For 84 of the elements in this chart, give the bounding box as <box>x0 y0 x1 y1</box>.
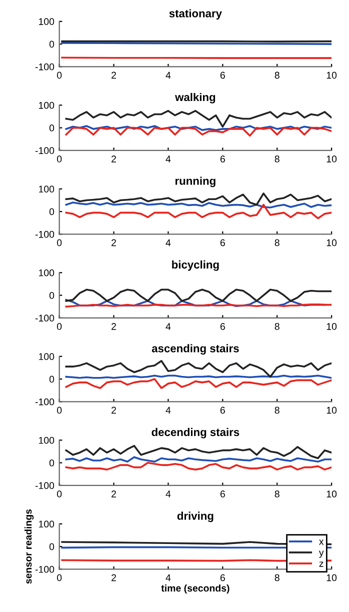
x-tick-label: 0 <box>57 323 62 330</box>
x-tick-label: 4 <box>166 72 171 79</box>
chart-title: stationary <box>169 9 222 20</box>
line-series <box>65 378 332 389</box>
chart-title: ascending stairs <box>152 344 239 355</box>
y-tick-label: 0 <box>49 543 54 550</box>
x-tick-label: 6 <box>220 239 225 246</box>
x-tick-label: 10 <box>326 574 337 582</box>
chart-title: running <box>176 176 216 188</box>
y-tick-label: 0 <box>49 124 54 132</box>
line-series <box>65 288 332 302</box>
x-tick-label: 10 <box>326 72 337 79</box>
x-tick-label: 6 <box>220 490 225 498</box>
y-tick-label: -100 <box>35 566 54 573</box>
y-tick-label: -100 <box>35 398 54 406</box>
chart-title: decending stairs <box>152 428 240 438</box>
line-series <box>65 204 332 220</box>
y-tick-label: 100 <box>38 269 54 276</box>
x-tick-label: 4 <box>166 406 171 414</box>
chart-title: driving <box>177 512 214 522</box>
y-tick-label: 100 <box>38 102 54 109</box>
x-tick-label: 6 <box>220 406 225 414</box>
y-tick-label: 0 <box>49 376 54 383</box>
line-series <box>65 110 332 128</box>
y-tick-label: -100 <box>35 230 54 238</box>
y-tick-label: 100 <box>38 353 54 360</box>
y-tick-label: -100 <box>35 147 54 154</box>
x-tick-label: 0 <box>57 574 62 582</box>
y-tick-label: 0 <box>49 208 54 216</box>
y-tick-label: 100 <box>38 520 54 528</box>
legend-label: y <box>318 550 324 558</box>
chart-title: walking <box>175 92 216 104</box>
x-tick-label: 2 <box>112 490 116 498</box>
y-tick-label: -100 <box>35 482 54 490</box>
x-axis-title: time (seconds) <box>161 584 230 594</box>
line-series <box>65 360 332 378</box>
x-tick-label: 0 <box>57 406 62 414</box>
x-tick-label: 8 <box>274 406 280 414</box>
y-tick-label: -100 <box>35 314 54 322</box>
x-tick-label: 6 <box>220 323 225 330</box>
x-tick-label: 8 <box>274 323 280 330</box>
x-tick-label: 2 <box>112 239 116 246</box>
y-tick-label: 0 <box>49 40 54 48</box>
x-tick-label: 8 <box>274 72 280 79</box>
x-tick-label: 0 <box>57 239 62 246</box>
x-tick-label: 4 <box>166 490 171 498</box>
x-tick-label: 8 <box>274 156 280 162</box>
line-series <box>65 444 332 460</box>
x-tick-label: 6 <box>220 72 225 79</box>
line-series <box>65 126 332 137</box>
x-tick-label: 2 <box>112 156 116 162</box>
legend-label: z <box>319 562 324 567</box>
x-tick-label: 2 <box>112 72 116 79</box>
y-tick-label: 100 <box>38 186 54 193</box>
x-tick-label: 8 <box>274 490 280 498</box>
x-tick-label: 0 <box>57 156 62 162</box>
x-tick-label: 2 <box>112 323 116 330</box>
x-tick-label: 4 <box>166 574 171 582</box>
x-tick-label: 6 <box>220 156 225 162</box>
x-tick-label: 4 <box>166 156 171 162</box>
x-tick-label: 2 <box>112 406 116 414</box>
x-tick-label: 10 <box>326 239 337 246</box>
y-tick-label: 100 <box>38 436 54 444</box>
y-tick-label: -100 <box>35 63 54 70</box>
y-tick-label: 100 <box>38 18 54 26</box>
x-tick-label: 10 <box>326 490 337 498</box>
x-tick-label: 2 <box>112 574 116 582</box>
line-series <box>65 192 332 206</box>
x-tick-label: 10 <box>326 156 337 162</box>
y-axis-title: sensor readings <box>24 509 34 584</box>
legend-label: x <box>319 540 324 545</box>
x-tick-label: 10 <box>326 406 337 414</box>
x-tick-label: 4 <box>166 323 171 330</box>
y-tick-label: 0 <box>49 292 54 299</box>
x-tick-label: 8 <box>274 574 280 582</box>
x-tick-label: 0 <box>57 490 62 498</box>
x-tick-label: 8 <box>274 239 280 246</box>
y-tick-label: 0 <box>49 460 54 466</box>
chart-title: bicycling <box>172 260 219 271</box>
x-tick-label: 0 <box>57 72 62 79</box>
line-series <box>65 462 332 470</box>
x-tick-label: 10 <box>326 323 337 330</box>
x-tick-label: 4 <box>166 239 171 246</box>
x-tick-label: 6 <box>220 574 225 582</box>
